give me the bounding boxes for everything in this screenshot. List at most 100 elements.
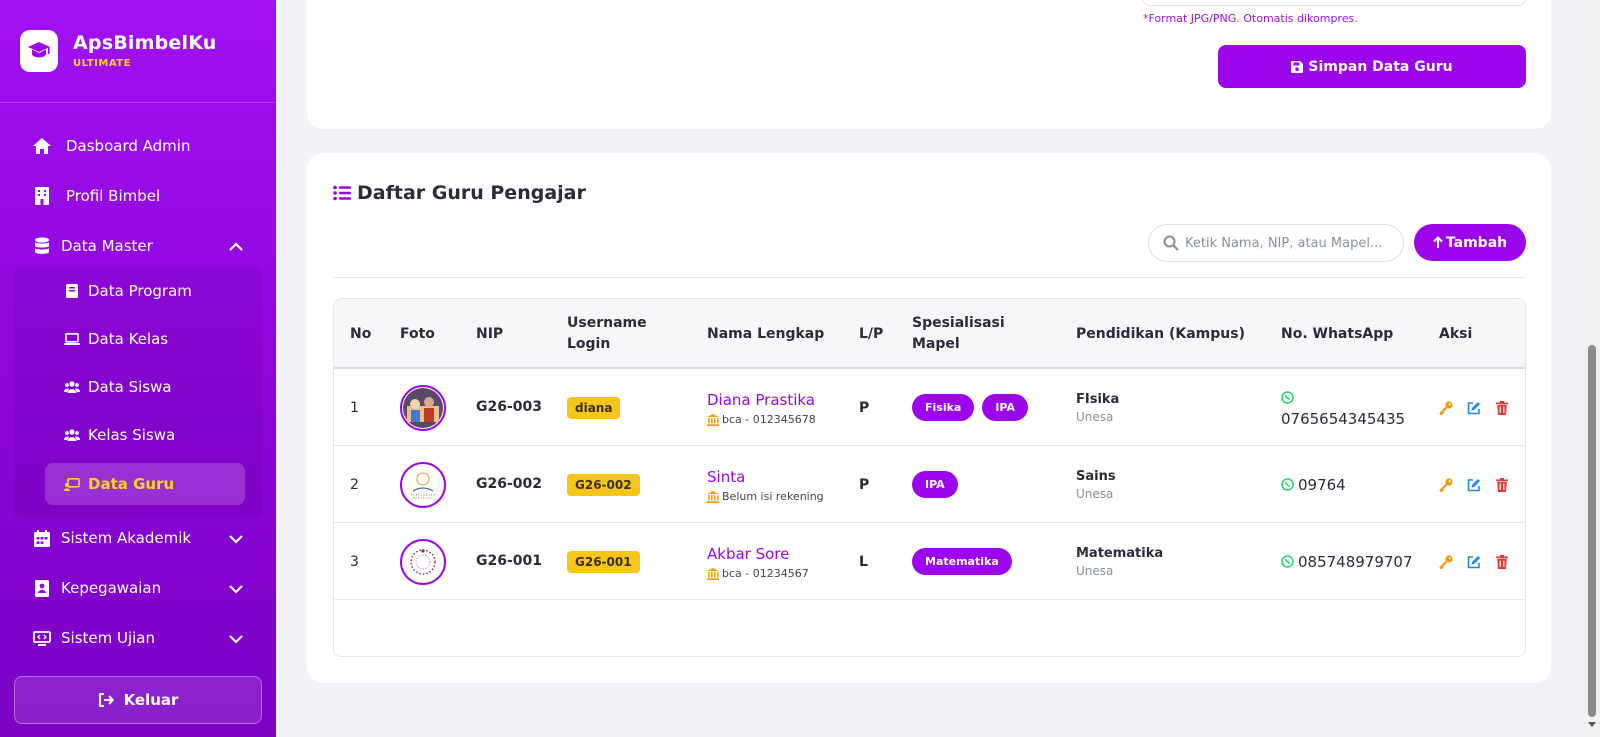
- row-no: 1: [350, 399, 359, 416]
- col-header: Username Login: [567, 315, 647, 352]
- card-divider: [333, 277, 1526, 278]
- education-campus: Unesa: [1076, 486, 1114, 501]
- row-no: 2: [350, 476, 359, 493]
- upload-hint: *Format JPG/PNG. Otomatis dikompres.: [1143, 12, 1358, 25]
- logout-button[interactable]: Keluar: [14, 676, 262, 724]
- avatar: [400, 384, 446, 431]
- list-title-text: Daftar Guru Pengajar: [357, 182, 586, 204]
- col-header: NIP: [476, 325, 504, 342]
- row-nip: G26-001: [476, 553, 543, 569]
- whatsapp-number: 09764: [1298, 475, 1346, 494]
- search-box[interactable]: [1148, 224, 1404, 262]
- teacher-name-link[interactable]: Sinta: [707, 468, 746, 486]
- chalkboard-teacher-icon: [64, 477, 80, 491]
- teacher-name-link[interactable]: Akbar Sore: [707, 545, 790, 563]
- row-whatsapp[interactable]: 085748979707: [1281, 523, 1421, 600]
- bank-icon: [707, 567, 719, 580]
- sidebar-item-profil-bimbel[interactable]: Profil Bimbel: [30, 181, 250, 211]
- photo-upload-field[interactable]: [1142, 0, 1526, 6]
- row-username: diana: [567, 369, 621, 446]
- education-campus: Unesa: [1076, 409, 1114, 424]
- bank-text: bca - 01234567: [722, 567, 809, 580]
- edit-icon[interactable]: [1467, 401, 1481, 415]
- whatsapp-number: 085748979707: [1298, 552, 1413, 571]
- teacher-name-link[interactable]: Diana Prastika: [707, 391, 815, 409]
- save-icon: [1291, 60, 1304, 73]
- id-card-icon: [30, 577, 54, 599]
- row-gender: L: [859, 553, 868, 570]
- sidebar-item-data-master[interactable]: Data Master: [30, 231, 250, 261]
- row-actions: [1439, 369, 1523, 446]
- list-icon: [333, 185, 351, 201]
- row-whatsapp[interactable]: 0765654345435: [1281, 369, 1421, 446]
- row-nip: G26-003: [476, 399, 543, 415]
- delete-trash-icon[interactable]: [1495, 554, 1509, 569]
- bank-info: bca - 01234567: [707, 567, 809, 580]
- table-header: No Foto NIP Username Login Nama Lengkap …: [334, 299, 1525, 369]
- sidebar-item-kelas-siswa[interactable]: Kelas Siswa: [64, 420, 244, 450]
- reset-password-key-icon[interactable]: [1439, 400, 1453, 415]
- bank-icon: [707, 490, 719, 503]
- save-teacher-button[interactable]: Simpan Data Guru: [1218, 45, 1526, 88]
- sub-item-label: Kelas Siswa: [88, 426, 176, 444]
- row-pendidikan: Sains Unesa: [1076, 446, 1116, 523]
- row-pendidikan: FIsika Unesa: [1076, 369, 1119, 446]
- brand[interactable]: ApsBimbelKu ULTIMATE: [20, 30, 217, 72]
- username-badge: G26-002: [567, 473, 640, 496]
- brand-name: ApsBimbelKu: [73, 32, 217, 54]
- chevron-up-icon: [228, 238, 244, 256]
- reset-password-key-icon[interactable]: [1439, 554, 1453, 569]
- subject-pill: Fisika: [912, 394, 975, 421]
- brand-tag: ULTIMATE: [73, 58, 131, 69]
- delete-trash-icon[interactable]: [1495, 477, 1509, 492]
- row-mapel: Matematika: [912, 523, 1020, 600]
- row-nama: Diana Prastika bca - 012345678: [707, 369, 816, 446]
- chevron-down-icon: [228, 580, 244, 598]
- subject-pill: IPA: [982, 394, 1029, 421]
- row-no: 3: [350, 553, 359, 570]
- list-title: Daftar Guru Pengajar: [333, 182, 586, 204]
- education-major: Matematika: [1076, 545, 1164, 561]
- sidebar-item-dashboard[interactable]: Dasboard Admin: [30, 131, 250, 161]
- database-icon: [30, 235, 54, 257]
- sidebar-item-data-kelas[interactable]: Data Kelas: [64, 324, 244, 354]
- scroll-down-arrow-icon[interactable]: [1588, 722, 1596, 727]
- reset-password-key-icon[interactable]: [1439, 477, 1453, 492]
- monitor-icon: [30, 627, 54, 649]
- delete-trash-icon[interactable]: [1495, 400, 1509, 415]
- sidebar: ApsBimbelKu ULTIMATE Dasboard Admin Prof…: [0, 0, 276, 737]
- teacher-photo[interactable]: [400, 523, 446, 600]
- teacher-photo[interactable]: [400, 446, 446, 523]
- sidebar-item-data-siswa[interactable]: Data Siswa: [64, 372, 244, 402]
- row-username: G26-002: [567, 446, 640, 523]
- table-row[interactable]: 1 G26-003 diana Diana Prastika bca - 012…: [334, 369, 1525, 446]
- table-row[interactable]: 3 G26-001 G26-001 Akbar Sore bca - 01234…: [334, 523, 1525, 600]
- col-header: Pendidikan (Kampus): [1076, 325, 1245, 342]
- arrow-up-icon: [1433, 236, 1443, 249]
- col-header: Nama Lengkap: [707, 325, 825, 342]
- edit-icon[interactable]: [1467, 478, 1481, 492]
- table-row[interactable]: 2 G26-002 G26-002 Sinta Belum isi rekeni…: [334, 446, 1525, 523]
- sub-item-label: Data Program: [88, 282, 192, 300]
- scrollbar-thumb[interactable]: [1588, 345, 1596, 717]
- edit-icon[interactable]: [1467, 555, 1481, 569]
- row-whatsapp[interactable]: 09764: [1281, 446, 1421, 523]
- add-label: Tambah: [1445, 234, 1508, 251]
- sidebar-item-data-program[interactable]: Data Program: [64, 276, 244, 306]
- bank-info: Belum isi rekening: [707, 490, 824, 503]
- sidebar-item-sistem-ujian[interactable]: Sistem Ujian: [30, 623, 250, 653]
- bank-text: Belum isi rekening: [722, 490, 824, 503]
- sidebar-divider: [0, 102, 276, 103]
- whatsapp-icon: [1281, 390, 1294, 404]
- save-label: Simpan Data Guru: [1308, 58, 1453, 75]
- add-teacher-button[interactable]: Tambah: [1414, 224, 1526, 261]
- sidebar-item-sistem-akademik[interactable]: Sistem Akademik: [30, 523, 250, 553]
- sidebar-item-kepegawaian[interactable]: Kepegawaian: [30, 573, 250, 603]
- sub-item-label: Data Kelas: [88, 330, 169, 348]
- book-icon: [64, 284, 80, 298]
- search-input[interactable]: [1185, 235, 1385, 251]
- data-master-submenu: [14, 268, 262, 518]
- teacher-photo[interactable]: [400, 369, 446, 446]
- graduation-cap-icon: [20, 30, 58, 72]
- sidebar-item-data-guru[interactable]: Data Guru: [45, 463, 245, 505]
